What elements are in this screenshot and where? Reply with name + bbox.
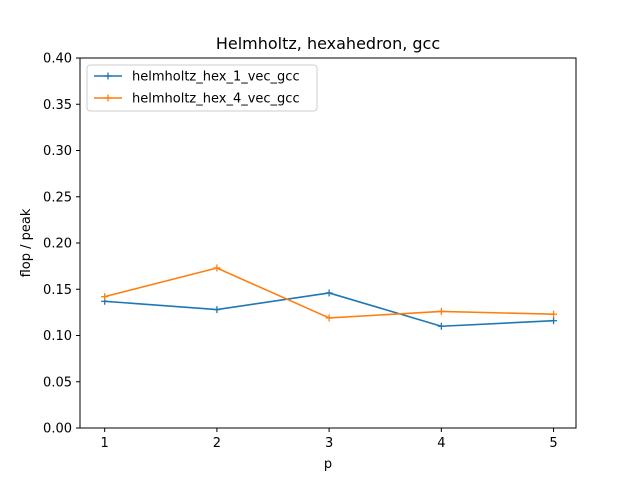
y-tick-label: 0.35 [43, 98, 72, 113]
legend-box [86, 64, 318, 112]
y-tick-label: 0.40 [43, 52, 72, 67]
legend-plus-2 [104, 94, 112, 102]
x-axis: 1 2 3 4 5 [101, 428, 558, 451]
series-2-point-4 [437, 307, 445, 315]
series-1-point-4 [437, 322, 445, 330]
series-2-point-1 [101, 293, 109, 301]
legend-entry-2: helmholtz_hex_4_vec_gcc [94, 92, 300, 107]
y-tick-label: 0.00 [43, 422, 72, 437]
y-axis: 0.00 0.05 0.10 0.15 0.20 0.25 0.30 0.35 0.40 [43, 52, 80, 437]
legend-label-1: helmholtz_hex_1_vec_gcc [132, 70, 300, 85]
series-2-point-2 [213, 264, 221, 272]
series-1-point-5 [550, 317, 558, 325]
y-axis-label: flop / peak [19, 208, 34, 277]
legend-label-2: helmholtz_hex_4_vec_gcc [132, 92, 300, 107]
x-tick-label: 5 [549, 436, 557, 451]
legend-marker-2 [104, 94, 112, 102]
legend: helmholtz_hex_1_vec_gcc helmholtz_hex_4_… [86, 64, 318, 112]
series-2-point-5 [550, 310, 558, 318]
series-1-point-2 [213, 306, 221, 314]
y-tick-label: 0.05 [43, 375, 72, 390]
y-tick-label: 0.10 [43, 329, 72, 344]
legend-entry-1: helmholtz_hex_1_vec_gcc [94, 70, 300, 85]
x-axis-label: p [324, 457, 332, 472]
y-tick-label: 0.30 [43, 144, 72, 159]
x-tick-label: 4 [437, 436, 445, 451]
legend-marker-1 [104, 72, 112, 80]
plot-background [80, 58, 576, 428]
x-tick-label: 1 [101, 436, 109, 451]
series-1-point-3 [325, 289, 333, 297]
legend-plus-1 [104, 72, 112, 80]
chart-title: Helmholtz, hexahedron, gcc [216, 34, 440, 53]
series-2-point-3 [325, 314, 333, 322]
y-tick-label: 0.25 [43, 190, 72, 205]
x-tick-label: 2 [213, 436, 221, 451]
x-tick-label: 3 [325, 436, 333, 451]
y-tick-label: 0.15 [43, 283, 72, 298]
plot-area [79, 57, 577, 429]
y-tick-label: 0.20 [43, 237, 72, 252]
series-layer [101, 264, 558, 330]
